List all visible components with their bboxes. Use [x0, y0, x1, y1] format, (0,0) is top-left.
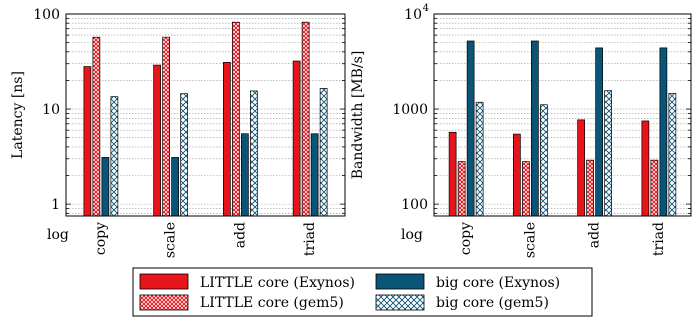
legend-label-little-exynos: LITTLE core (Exynos): [200, 275, 355, 291]
latency-y-axis-label: Latency [ns]: [10, 71, 26, 159]
legend-swatch-little-exynos: [139, 273, 189, 290]
x-tick-label-scale: scale: [163, 222, 179, 258]
latency-bars: [83, 21, 328, 217]
legend-swatch-big-gem5: [375, 294, 425, 311]
bar-big-gem5-scale: [540, 104, 548, 217]
legend-item-big-gem5: big core (gem5): [375, 294, 549, 311]
bandwidth-y-ticks: 100 1000 10 4: [392, 3, 691, 214]
bar-little-gem5-add: [586, 159, 594, 217]
legend-item-little-exynos: LITTLE core (Exynos): [139, 273, 355, 291]
bandwidth-bars: [448, 40, 677, 217]
bar-little-exynos-copy: [448, 131, 457, 217]
y-tick-label: 1: [51, 197, 60, 213]
x-tick-label-add: add: [232, 222, 248, 248]
y-tick-label: 10: [42, 102, 60, 118]
legend: LITTLE core (Exynos) big core (Exynos) L…: [132, 267, 593, 317]
bar-big-gem5-triad: [319, 88, 328, 217]
bar-little-exynos-add: [577, 119, 585, 217]
bar-big-gem5-triad: [668, 93, 677, 217]
y-tick-label: 100: [401, 197, 428, 213]
bar-little-exynos-triad: [641, 120, 650, 217]
bar-big-exynos-scale: [531, 40, 539, 217]
bar-big-gem5-add: [250, 90, 258, 217]
latency-y-ticks: 1 10 100: [33, 7, 345, 214]
x-tick-label-copy: copy: [458, 222, 474, 255]
bar-big-gem5-copy: [475, 101, 484, 217]
bar-little-gem5-scale: [522, 161, 530, 217]
bar-little-gem5-copy: [457, 161, 466, 217]
bar-little-gem5-copy: [92, 36, 101, 217]
bar-little-gem5-triad: [301, 21, 310, 217]
latency-plot-frame: [65, 13, 346, 217]
legend-label-big-exynos: big core (Exynos): [436, 275, 560, 291]
bandwidth-log-scale-label: log: [401, 227, 423, 243]
bar-big-exynos-add: [595, 47, 603, 217]
legend-item-big-exynos: big core (Exynos): [375, 273, 560, 291]
bandwidth-plot-frame: [433, 13, 692, 217]
bar-little-gem5-scale: [162, 36, 170, 217]
bar-big-exynos-add: [241, 133, 249, 217]
bar-little-gem5-add: [232, 21, 240, 217]
x-tick-label-triad: triad: [651, 222, 667, 256]
y-tick-label: 1000: [392, 102, 428, 118]
x-tick-label-triad: triad: [302, 222, 318, 256]
bar-little-exynos-copy: [83, 66, 92, 217]
legend-swatch-big-exynos: [375, 273, 425, 290]
bar-big-gem5-scale: [180, 93, 188, 217]
bar-big-exynos-copy: [101, 157, 110, 217]
bar-little-exynos-add: [223, 62, 231, 217]
bar-little-exynos-scale: [513, 133, 521, 217]
bandwidth-y-axis-label: Bandwidth [MB/s]: [350, 51, 366, 180]
legend-frame: [132, 267, 593, 317]
bandwidth-x-tick-labels: copy scale add triad: [458, 222, 667, 258]
legend-label-little-gem5: LITTLE core (gem5): [200, 295, 344, 311]
bar-big-exynos-triad: [310, 133, 319, 217]
bar-little-exynos-triad: [292, 60, 301, 217]
bar-little-gem5-triad: [650, 159, 659, 217]
x-tick-label-scale: scale: [522, 222, 538, 258]
y-tick-label: 10: [404, 7, 422, 23]
legend-label-big-gem5: big core (gem5): [436, 295, 549, 311]
bar-big-exynos-copy: [466, 40, 475, 217]
bar-big-exynos-scale: [171, 157, 179, 217]
y-tick-label: 100: [33, 7, 60, 23]
bar-big-gem5-add: [604, 90, 612, 217]
x-tick-label-add: add: [587, 222, 603, 248]
x-tick-label-copy: copy: [93, 222, 109, 255]
bandwidth-chart: 100 1000 10 4 copy scale add triad Bandwidth […: [350, 3, 692, 258]
bar-big-exynos-triad: [659, 47, 668, 217]
latency-x-tick-labels: copy scale add triad: [93, 222, 318, 258]
y-tick-exponent: 4: [423, 3, 429, 14]
legend-item-little-gem5: LITTLE core (gem5): [139, 294, 344, 311]
bar-little-exynos-scale: [153, 64, 161, 217]
latency-log-scale-label: log: [47, 227, 69, 243]
legend-swatch-little-gem5: [139, 294, 189, 311]
bar-big-gem5-copy: [110, 96, 119, 217]
latency-chart: 1 10 100 copy scale add triad Latency [ns] lo…: [10, 7, 346, 258]
